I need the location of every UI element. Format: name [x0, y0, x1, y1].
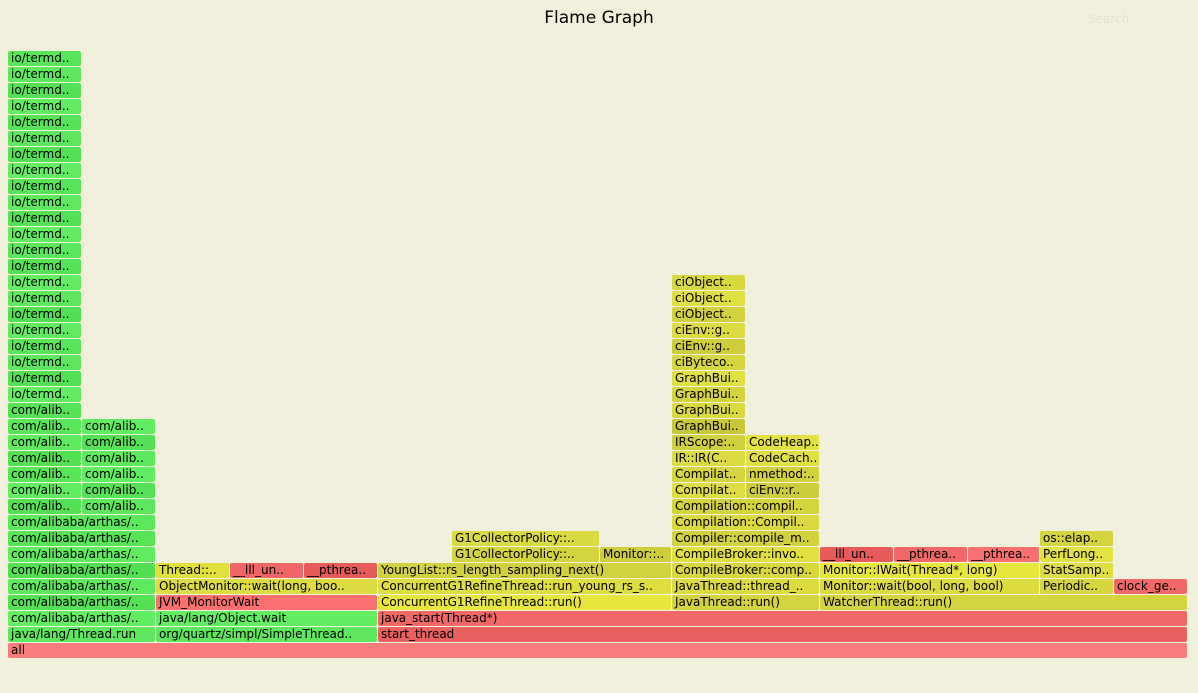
flame-frame[interactable]: Monitor::.. — [600, 547, 671, 562]
flame-frame[interactable]: Thread::.. — [156, 563, 229, 578]
flame-frame[interactable]: io/termd.. — [8, 243, 81, 258]
flame-frame[interactable]: CodeCach.. — [746, 451, 819, 466]
flame-frame[interactable]: com/alib.. — [82, 483, 155, 498]
flame-frame[interactable]: GraphBui.. — [672, 419, 745, 434]
flame-frame[interactable]: io/termd.. — [8, 323, 81, 338]
flame-frame[interactable]: io/termd.. — [8, 307, 81, 322]
flame-frame[interactable]: clock_ge.. — [1114, 579, 1187, 594]
flame-frame[interactable]: ciEnv::r.. — [746, 483, 819, 498]
flame-frame[interactable]: com/alibaba/arthas/.. — [8, 579, 155, 594]
flame-frame[interactable]: io/termd.. — [8, 227, 81, 242]
flame-frame[interactable]: io/termd.. — [8, 195, 81, 210]
flame-frame[interactable]: __pthrea.. — [894, 547, 967, 562]
flame-frame[interactable]: JavaThread::thread_.. — [672, 579, 819, 594]
flame-frame[interactable]: CodeHeap.. — [746, 435, 819, 450]
flame-frame[interactable]: com/alib.. — [82, 451, 155, 466]
flame-frame[interactable]: io/termd.. — [8, 371, 81, 386]
flame-frame[interactable]: com/alib.. — [82, 499, 155, 514]
flame-frame[interactable]: CompileBroker::invo.. — [672, 547, 819, 562]
flame-frame[interactable]: Compilat.. — [672, 483, 745, 498]
flame-frame[interactable]: com/alib.. — [8, 419, 81, 434]
flame-frame[interactable]: org/quartz/simpl/SimpleThread.. — [156, 627, 377, 642]
flame-frame[interactable]: io/termd.. — [8, 179, 81, 194]
flame-frame[interactable]: Monitor::IWait(Thread*, long) — [820, 563, 1039, 578]
flame-frame[interactable]: __lll_un.. — [230, 563, 303, 578]
flame-frame[interactable]: Monitor::wait(bool, long, bool) — [820, 579, 1039, 594]
flame-frame[interactable]: com/alibaba/arthas/.. — [8, 515, 155, 530]
flame-frame[interactable]: com/alib.. — [8, 499, 81, 514]
flame-frame[interactable]: Compiler::compile_m.. — [672, 531, 819, 546]
flame-frame[interactable]: WatcherThread::run() — [820, 595, 1187, 610]
flame-frame[interactable]: G1CollectorPolicy::.. — [452, 547, 599, 562]
flame-frame[interactable]: com/alibaba/arthas/.. — [8, 611, 155, 626]
flame-frame[interactable]: CompileBroker::comp.. — [672, 563, 819, 578]
flame-frame[interactable]: java/lang/Thread.run — [8, 627, 155, 642]
flame-frame[interactable]: Compilation::Compil.. — [672, 515, 819, 530]
flame-frame[interactable]: java_start(Thread*) — [378, 611, 1187, 626]
flame-frame[interactable]: ciByteco.. — [672, 355, 745, 370]
flame-frame[interactable]: io/termd.. — [8, 131, 81, 146]
flame-frame[interactable]: GraphBui.. — [672, 387, 745, 402]
flame-frame[interactable]: io/termd.. — [8, 275, 81, 290]
flame-frame[interactable]: start_thread — [378, 627, 1187, 642]
flame-frame[interactable]: io/termd.. — [8, 115, 81, 130]
flame-frame[interactable]: Periodic.. — [1040, 579, 1113, 594]
flame-frame[interactable]: com/alib.. — [82, 467, 155, 482]
flame-frame[interactable]: com/alib.. — [8, 451, 81, 466]
flame-frame[interactable]: JVM_MonitorWait — [156, 595, 377, 610]
flame-frame[interactable]: G1CollectorPolicy::.. — [452, 531, 599, 546]
flame-frame[interactable]: ciEnv::g.. — [672, 339, 745, 354]
flame-frame[interactable]: com/alib.. — [8, 435, 81, 450]
flame-frame[interactable]: ciEnv::g.. — [672, 323, 745, 338]
flame-frame[interactable]: io/termd.. — [8, 355, 81, 370]
flame-frame[interactable]: ObjectMonitor::wait(long, boo.. — [156, 579, 377, 594]
flame-frame[interactable]: StatSamp.. — [1040, 563, 1113, 578]
flame-frame[interactable]: ConcurrentG1RefineThread::run() — [378, 595, 671, 610]
flame-frame[interactable]: io/termd.. — [8, 67, 81, 82]
flame-frame[interactable]: com/alibaba/arthas/.. — [8, 531, 155, 546]
flame-frame[interactable]: all — [8, 643, 1187, 658]
flame-frame[interactable]: GraphBui.. — [672, 371, 745, 386]
flame-frame[interactable]: com/alib.. — [8, 467, 81, 482]
flame-frame[interactable]: io/termd.. — [8, 211, 81, 226]
flame-frame[interactable]: io/termd.. — [8, 259, 81, 274]
flame-frame[interactable]: __lll_un.. — [820, 547, 893, 562]
flame-frame[interactable]: nmethod:.. — [746, 467, 819, 482]
search-button[interactable]: Search — [1088, 12, 1130, 26]
flame-frame[interactable]: com/alib.. — [82, 435, 155, 450]
flame-frame[interactable]: com/alib.. — [8, 403, 81, 418]
flame-frame[interactable]: IR::IR(C.. — [672, 451, 745, 466]
flame-frame[interactable]: com/alibaba/arthas/.. — [8, 595, 155, 610]
flame-frame[interactable]: io/termd.. — [8, 339, 81, 354]
flame-frame[interactable]: os::elap.. — [1040, 531, 1113, 546]
flame-frame[interactable]: PerfLong.. — [1040, 547, 1113, 562]
flame-frame[interactable]: JavaThread::run() — [672, 595, 819, 610]
flame-frame[interactable]: io/termd.. — [8, 147, 81, 162]
flame-frame[interactable]: com/alib.. — [82, 419, 155, 434]
flame-frame[interactable]: io/termd.. — [8, 291, 81, 306]
flame-frame[interactable]: com/alibaba/arthas/.. — [8, 547, 155, 562]
flame-frame[interactable]: ConcurrentG1RefineThread::run_young_rs_s… — [378, 579, 671, 594]
flame-frame[interactable]: io/termd.. — [8, 83, 81, 98]
page-title: Flame Graph — [544, 8, 654, 28]
flame-frame[interactable]: io/termd.. — [8, 99, 81, 114]
flame-frame[interactable]: __pthrea.. — [968, 547, 1039, 562]
flame-frame[interactable]: IRScope:.. — [672, 435, 745, 450]
flame-frame[interactable]: __pthrea.. — [304, 563, 377, 578]
flame-frame[interactable]: com/alibaba/arthas/.. — [8, 563, 155, 578]
flame-frame[interactable]: com/alib.. — [8, 483, 81, 498]
flame-frame[interactable]: java/lang/Object.wait — [156, 611, 377, 626]
flame-frame[interactable]: ciObject.. — [672, 307, 745, 322]
flame-frame[interactable]: ciObject.. — [672, 291, 745, 306]
flame-frame[interactable]: io/termd.. — [8, 387, 81, 402]
flame-frame[interactable]: Compilation::compil.. — [672, 499, 819, 514]
flame-frame[interactable]: Compilat.. — [672, 467, 745, 482]
flame-frame[interactable]: io/termd.. — [8, 163, 81, 178]
flame-frame[interactable]: YoungList::rs_length_sampling_next() — [378, 563, 671, 578]
flame-frame[interactable]: io/termd.. — [8, 51, 81, 66]
flame-frame[interactable]: GraphBui.. — [672, 403, 745, 418]
flame-frame[interactable]: ciObject.. — [672, 275, 745, 290]
